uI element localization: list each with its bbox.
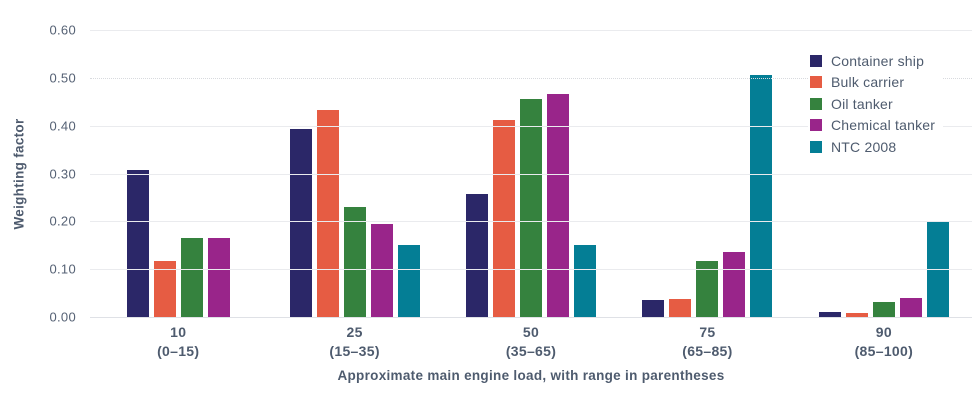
y-axis-title: Weighting factor — [11, 118, 27, 230]
x-axis-category-labels: 10 (0–15) 25 (15–35) 50 (35–65) 75 (65–85) 90 (85… — [90, 323, 972, 361]
x-category-range: (0–15) — [157, 343, 200, 359]
bar-group-25 — [266, 30, 442, 317]
bar-bulk-carrier-25 — [316, 109, 339, 317]
bar-container-ship-90 — [818, 311, 841, 317]
x-category-label-75: 75 (65–85) — [619, 323, 795, 361]
legend-swatch-bulk-carrier — [810, 76, 822, 89]
y-tick-label-0.40: 0.40 — [49, 118, 76, 134]
bar-container-ship-10 — [126, 170, 149, 317]
bar-container-ship-75 — [642, 299, 665, 317]
legend-label-oil-tanker: Oil tanker — [831, 95, 893, 112]
bar-bulk-carrier-75 — [669, 299, 692, 317]
gridline-0.10 — [90, 269, 972, 271]
bar-oil-tanker-75 — [696, 261, 719, 317]
bar-chemical-tanker-75 — [723, 252, 746, 317]
bar-bulk-carrier-50 — [493, 120, 516, 317]
bar-group-10 — [90, 30, 266, 317]
gridline-0.50 — [90, 77, 972, 79]
gridline-0.30 — [90, 173, 972, 175]
x-category-range: (65–85) — [682, 343, 733, 359]
y-tick-label-0.10: 0.10 — [49, 261, 76, 277]
legend-swatch-container-ship — [810, 54, 822, 67]
legend-label-container-ship: Container ship — [831, 52, 925, 69]
y-tick-label-0.60: 0.60 — [49, 22, 76, 38]
legend-swatch-ntc-2008 — [810, 140, 822, 153]
legend-item-container-ship: Container ship — [810, 50, 935, 72]
x-category-label-25: 25 (15–35) — [266, 323, 442, 361]
y-tick-label-0.20: 0.20 — [49, 213, 76, 229]
bar-chemical-tanker-90 — [899, 297, 922, 317]
gridline-0.00 — [90, 317, 972, 318]
bar-oil-tanker-10 — [180, 238, 203, 317]
bar-oil-tanker-90 — [872, 301, 895, 317]
x-category-load: 10 — [170, 324, 187, 340]
legend-item-chemical-tanker: Chemical tanker — [810, 115, 935, 137]
bar-oil-tanker-50 — [520, 98, 543, 317]
x-category-load: 90 — [875, 324, 892, 340]
bar-container-ship-50 — [466, 194, 489, 317]
bar-oil-tanker-25 — [343, 206, 366, 317]
x-category-range: (15–35) — [329, 343, 380, 359]
bar-ntc-2008-90 — [926, 220, 949, 317]
legend-item-ntc-2008: NTC 2008 — [810, 136, 935, 158]
gridline-0.20 — [90, 221, 972, 223]
bar-groups — [90, 30, 972, 317]
bar-group-75 — [619, 30, 795, 317]
bar-chemical-tanker-25 — [370, 224, 393, 317]
bar-chemical-tanker-50 — [547, 93, 570, 317]
x-category-load: 25 — [346, 324, 363, 340]
legend-label-ntc-2008: NTC 2008 — [831, 138, 897, 155]
bar-group-50 — [443, 30, 619, 317]
legend-swatch-oil-tanker — [810, 97, 822, 110]
x-category-load: 50 — [522, 324, 540, 340]
bar-ntc-2008-75 — [750, 75, 773, 317]
legend-item-bulk-carrier: Bulk carrier — [810, 72, 935, 94]
legend-item-oil-tanker: Oil tanker — [810, 93, 935, 115]
bar-bulk-carrier-10 — [153, 261, 176, 317]
plot-area: 0.00 0.10 0.20 0.30 0.40 0.50 0.60 — [49, 23, 972, 325]
bar-chemical-tanker-10 — [207, 238, 230, 317]
bar-container-ship-25 — [289, 128, 312, 317]
y-tick-label-0.30: 0.30 — [49, 166, 76, 181]
x-category-load: 75 — [699, 324, 716, 340]
x-category-label-10: 10 (0–15) — [90, 323, 266, 361]
bar-ntc-2008-50 — [574, 245, 597, 317]
legend-label-chemical-tanker: Chemical tanker — [831, 117, 936, 134]
gridline-0.60 — [90, 30, 972, 31]
x-axis-title: Approximate main engine load, with range… — [337, 368, 725, 383]
bar-bulk-carrier-90 — [845, 313, 868, 317]
x-category-range: (35–65) — [505, 343, 557, 359]
legend: Container ship Bulk carrier Oil tanker Chem… — [808, 49, 944, 159]
x-category-label-50: 50 (35–65) — [443, 323, 619, 361]
x-category-range: (85–100) — [854, 343, 914, 359]
bar-ntc-2008-25 — [397, 245, 420, 317]
y-tick-label-0.00: 0.00 — [49, 309, 76, 325]
legend-label-bulk-carrier: Bulk carrier — [831, 74, 905, 91]
gridline-0.40 — [90, 125, 972, 127]
legend-swatch-chemical-tanker — [810, 119, 822, 132]
y-tick-label-0.50: 0.50 — [49, 70, 76, 86]
x-category-label-90: 90 (85–100) — [796, 323, 972, 361]
bar-group-90 — [796, 30, 972, 317]
